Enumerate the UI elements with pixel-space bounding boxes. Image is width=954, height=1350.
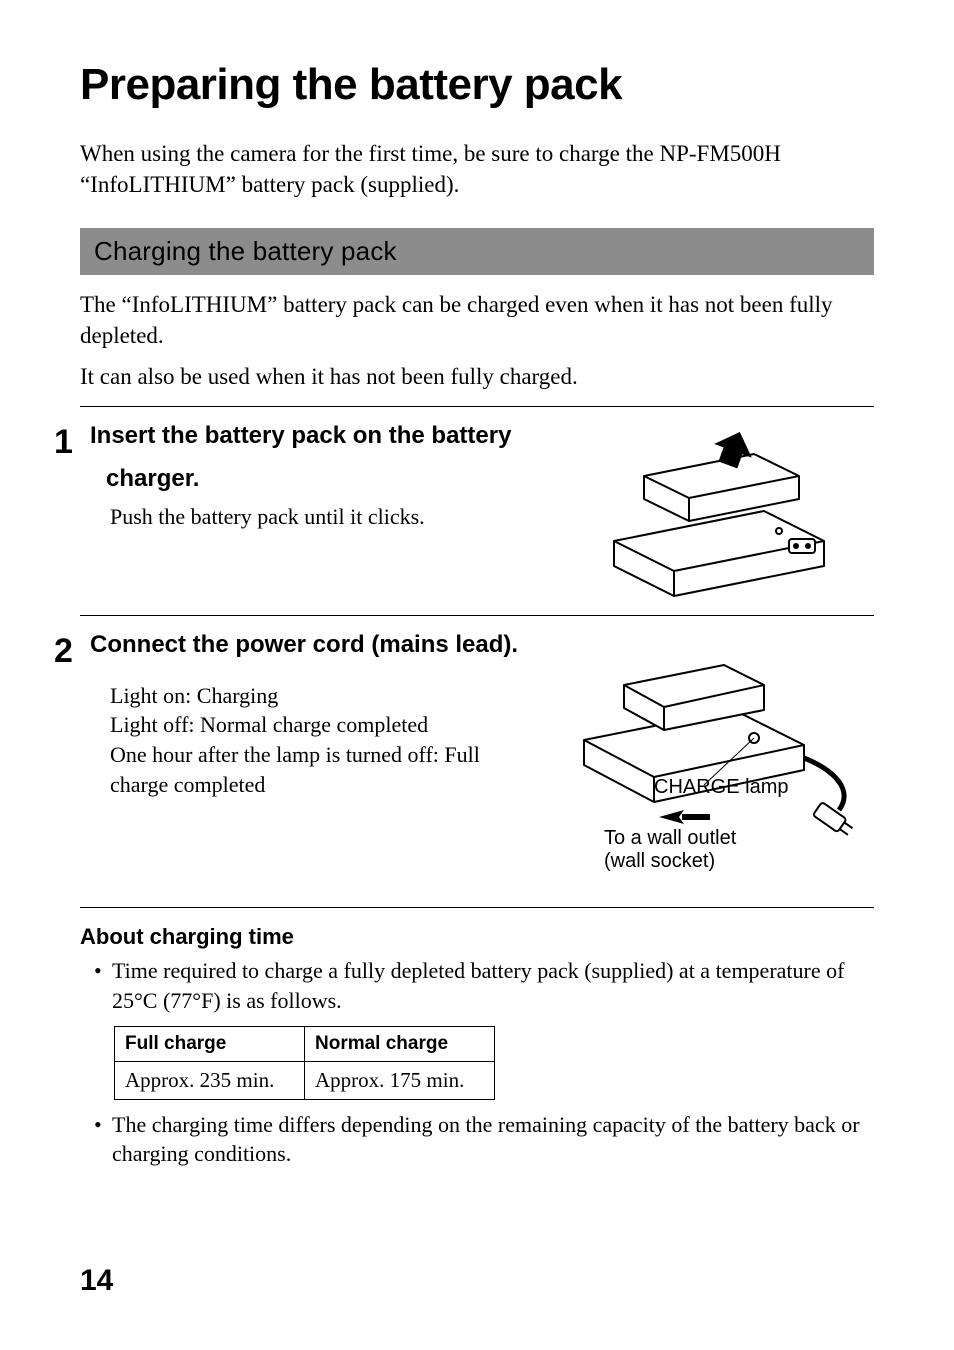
step-2-desc: Light on: Charging Light off: Normal cha… xyxy=(110,681,530,800)
step-2-text: 2 Connect the power cord (mains lead). L… xyxy=(80,630,530,873)
bullet-item: • Time required to charge a fully deplet… xyxy=(94,956,874,1015)
about-charging-heading: About charging time xyxy=(80,924,874,950)
step-2: 2 Connect the power cord (mains lead). L… xyxy=(80,624,874,873)
section-heading-bar: Charging the battery pack xyxy=(80,228,874,275)
bullet-text-1: Time required to charge a fully depleted… xyxy=(112,956,874,1015)
bullet-list: • The charging time differs depending on… xyxy=(94,1110,874,1169)
intro-text: When using the camera for the first time… xyxy=(80,138,874,200)
bullet-list: • Time required to charge a fully deplet… xyxy=(94,956,874,1015)
divider xyxy=(80,406,874,407)
table-cell-full: Approx. 235 min. xyxy=(115,1061,305,1099)
divider xyxy=(80,615,874,616)
wall-outlet-label-2: (wall socket) xyxy=(604,850,874,873)
section-body-2: It can also be used when it has not been… xyxy=(80,361,874,392)
step-1-title: Insert the battery pack on the battery c… xyxy=(90,422,511,492)
bullet-dot-icon: • xyxy=(94,956,112,1015)
charging-time-table: Full charge Normal charge Approx. 235 mi… xyxy=(114,1026,495,1100)
battery-charger-cord-icon xyxy=(554,630,874,840)
wall-outlet-label-1: To a wall outlet xyxy=(604,827,874,850)
charge-lamp-label: CHARGE lamp xyxy=(654,776,874,799)
bullet-item: • The charging time differs depending on… xyxy=(94,1110,874,1169)
step-1-desc: Push the battery pack until it clicks. xyxy=(110,502,530,532)
table-header-full: Full charge xyxy=(115,1026,305,1061)
bullet-dot-icon: • xyxy=(94,1110,112,1169)
page-title: Preparing the battery pack xyxy=(80,60,874,110)
table-header-normal: Normal charge xyxy=(305,1026,495,1061)
table-row: Approx. 235 min. Approx. 175 min. xyxy=(115,1061,495,1099)
step-2-line-2: Light off: Normal charge completed xyxy=(110,710,530,740)
table-row: Full charge Normal charge xyxy=(115,1026,495,1061)
divider xyxy=(80,907,874,908)
table-cell-normal: Approx. 175 min. xyxy=(305,1061,495,1099)
section-body-1: The “InfoLITHIUM” battery pack can be ch… xyxy=(80,289,874,351)
step-1-text: 1 Insert the battery pack on the battery… xyxy=(80,421,530,601)
bullet-text-2: The charging time differs depending on t… xyxy=(112,1110,874,1169)
step-2-line-3: One hour after the lamp is turned off: F… xyxy=(110,740,530,799)
step-1-illustration xyxy=(554,421,874,601)
manual-page: Preparing the battery pack When using th… xyxy=(0,0,954,1350)
page-number: 14 xyxy=(80,1264,113,1298)
battery-charger-insert-icon xyxy=(584,421,844,601)
step-1: 1 Insert the battery pack on the battery… xyxy=(80,415,874,601)
step-2-illustration: CHARGE lamp To a wall outlet (wall socke… xyxy=(554,630,874,873)
step-2-title: Connect the power cord (mains lead). xyxy=(90,631,518,658)
step-2-line-1: Light on: Charging xyxy=(110,681,530,711)
